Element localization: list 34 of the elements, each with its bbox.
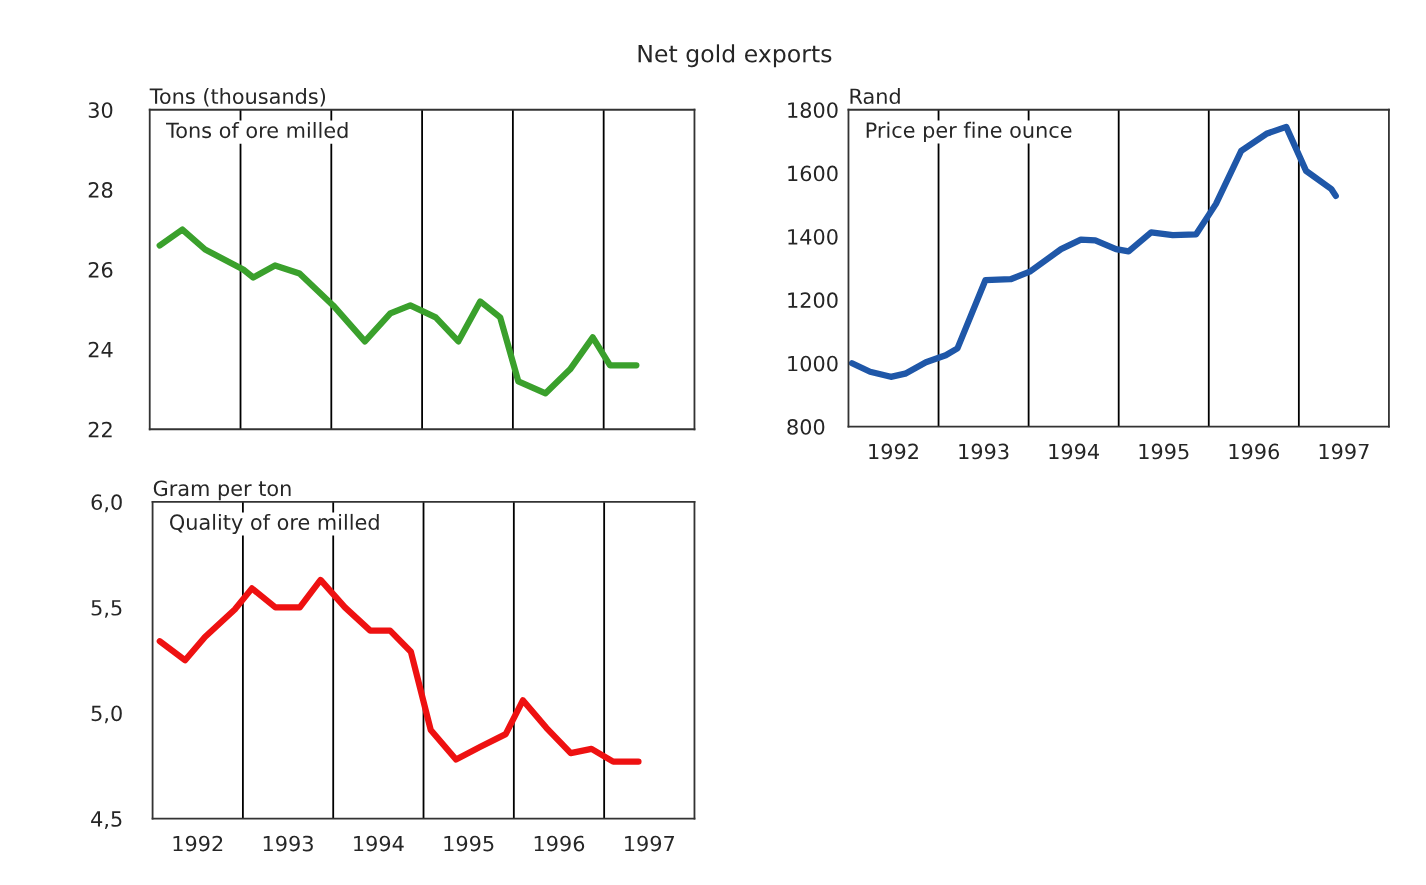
y-tick-label: 1400 <box>788 228 838 245</box>
x-tick-label: 1994 <box>354 835 404 852</box>
y-tick-label: 26 <box>88 261 113 278</box>
y-axis-title: Gram per ton <box>153 480 291 501</box>
text: Quality of ore milled <box>170 513 379 535</box>
y-tick-label: 6,0 <box>91 494 122 513</box>
y-tick-label: 5,5 <box>91 600 122 618</box>
y-tick-label: 24 <box>88 341 113 358</box>
x-tick-label: 1992 <box>173 835 223 852</box>
chart-title: Tons of ore milled <box>166 122 348 139</box>
y-tick-label: 28 <box>88 182 113 198</box>
y-tick-label: 1600 <box>788 165 838 182</box>
y-axis-title: Tons (thousands) <box>149 87 326 107</box>
y-tick-label: 1000 <box>788 355 838 372</box>
x-tick-label: 1994 <box>1049 443 1099 460</box>
text: Price per fine ounce <box>866 121 1072 142</box>
x-tick-label: 1996 <box>534 835 585 852</box>
x-tick-label: 1993 <box>263 835 313 852</box>
x-tick-label: 1996 <box>1229 443 1280 460</box>
y-tick-label: 4,5 <box>91 811 122 829</box>
y-tick-label: 22 <box>88 421 112 438</box>
text: Net gold exports <box>638 44 832 68</box>
x-tick-label: 1997 <box>625 835 675 852</box>
y-tick-label: 1200 <box>788 292 838 309</box>
x-tick-label: 1993 <box>959 443 1009 460</box>
y-tick-label: 800 <box>787 419 825 435</box>
y-tick-label: 1800 <box>788 102 838 118</box>
y-axis-title: Rand <box>850 87 900 105</box>
y-tick-label: 5,0 <box>91 705 122 724</box>
x-tick-label: 1992 <box>869 443 918 460</box>
x-tick-label: 1995 <box>444 835 494 852</box>
y-tick-label: 30 <box>88 102 113 118</box>
x-tick-label: 1995 <box>1139 443 1189 460</box>
x-tick-label: 1997 <box>1319 443 1369 460</box>
